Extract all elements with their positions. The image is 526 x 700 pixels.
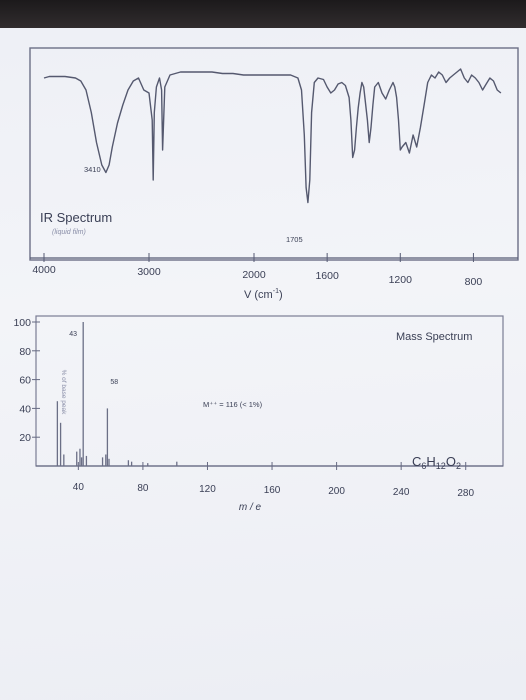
ms-y-tick-marks bbox=[32, 321, 40, 438]
ir-peak-annotation-3410: 3410 bbox=[84, 165, 101, 174]
ms-title: Mass Spectrum bbox=[396, 331, 472, 343]
ms-x-tick-label: 160 bbox=[264, 485, 281, 496]
ms-x-tick-label: 80 bbox=[137, 483, 149, 494]
mass-spectrum-chart: 100 80 60 40 20 40 80 120 160 200 240 28… bbox=[13, 315, 504, 513]
ms-x-axis-label: m / e bbox=[239, 502, 262, 513]
ms-y-tick-label: 60 bbox=[19, 375, 31, 387]
ms-x-tick-label: 200 bbox=[328, 486, 345, 497]
ms-y-tick-label: 40 bbox=[19, 403, 31, 415]
ir-tick-label: 2000 bbox=[242, 269, 266, 281]
ms-peaks bbox=[56, 322, 178, 466]
ir-spectrum-chart: IR Spectrum (liquid film) 3410 1705 4000… bbox=[29, 47, 519, 301]
ms-x-tick-marks bbox=[77, 462, 467, 470]
textbook-page bbox=[0, 28, 526, 700]
ir-plot-frame bbox=[29, 47, 519, 261]
ms-y-axis-label: % of base peak bbox=[60, 370, 67, 416]
molecular-formula: C6H12O2 bbox=[412, 454, 461, 471]
ir-tick-label: 1200 bbox=[389, 274, 413, 286]
ir-tick-label: 4000 bbox=[32, 264, 56, 276]
ms-y-tick-label: 100 bbox=[13, 317, 31, 329]
ms-x-tick-label: 240 bbox=[393, 487, 410, 498]
ms-peak-annotation-58: 58 bbox=[110, 379, 118, 386]
ms-x-tick-label: 40 bbox=[73, 482, 85, 493]
ir-title: IR Spectrum bbox=[40, 210, 112, 225]
ms-molecular-ion-annotation: M⁺⁺ = 116 (< 1%) bbox=[203, 400, 263, 409]
ir-tick-marks bbox=[43, 253, 474, 262]
ir-subtitle: (liquid film) bbox=[52, 229, 86, 236]
ms-y-tick-label: 80 bbox=[19, 346, 31, 358]
ir-x-axis-label: V (cm-1) bbox=[244, 288, 283, 301]
ir-tick-label: 3000 bbox=[137, 266, 161, 278]
ms-peak-annotation-43: 43 bbox=[69, 331, 77, 338]
ms-y-tick-label: 20 bbox=[19, 432, 31, 444]
ir-tick-label: 1600 bbox=[315, 270, 339, 282]
ms-x-tick-label: 120 bbox=[199, 484, 216, 495]
ms-x-tick-label: 280 bbox=[457, 488, 474, 499]
ir-peak-annotation-1705: 1705 bbox=[286, 235, 303, 244]
ir-spectrum-line bbox=[43, 68, 502, 204]
ir-tick-label: 800 bbox=[465, 276, 483, 288]
